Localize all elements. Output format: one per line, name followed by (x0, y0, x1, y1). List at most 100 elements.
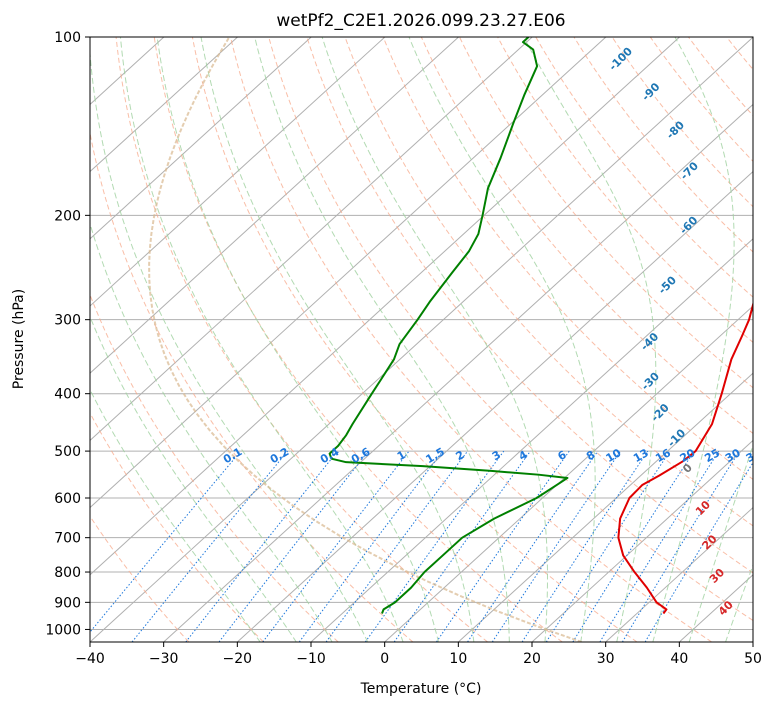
mixing-ratio-label: 4 (517, 448, 530, 463)
dry-adiabat-line (420, 37, 753, 434)
y-tick-label: 900 (54, 595, 81, 611)
y-tick-label: 800 (54, 565, 81, 581)
mixing-ratio-line (131, 450, 289, 642)
moist-adiabat-line (200, 37, 475, 642)
y-tick-label: 400 (54, 387, 81, 403)
dry-adiabat-label: -80 (664, 118, 687, 141)
dry-adiabat-label: -50 (656, 273, 679, 296)
dewpoint-line (328, 37, 569, 614)
y-tick-label: 700 (54, 531, 81, 547)
isotherm-line (752, 641, 753, 642)
dry-adiabat-label: -90 (639, 80, 662, 103)
x-tick-label: −30 (149, 651, 179, 667)
dry-adiabat-line (230, 37, 712, 642)
profile-series (328, 37, 753, 615)
mixing-ratio-line (599, 450, 720, 642)
dry-adiabat-line (90, 293, 339, 642)
dry-adiabat-line (382, 37, 753, 481)
x-tick-label: −20 (223, 651, 253, 667)
dry-adiabat-label: -20 (649, 401, 672, 424)
plot-frame (89, 36, 754, 643)
dry-adiabat-line (344, 37, 753, 527)
dry-adiabat-line (688, 37, 753, 117)
isotherm-line (90, 37, 753, 642)
moist-adiabat-line (688, 443, 753, 642)
moist-adiabat-line (408, 37, 596, 642)
dry-adiabat-label: -70 (678, 159, 701, 182)
isotherm-line (90, 37, 680, 576)
mixing-ratio-label: 1.5 (424, 445, 447, 466)
isotherm-line (90, 37, 238, 173)
y-axis-ticks: 100 200 300 400 500 600 700 800 900 1000 (45, 30, 90, 638)
mixing-ratio-line (436, 450, 570, 642)
lcl-reference-curve (148, 37, 582, 642)
moist-adiabat-line (321, 37, 548, 642)
line-labels: 0.1 0.2 0.4 0.6 1 1.5 2 3 4 6 8 10 13 16 20 25 30 36-100-… (221, 44, 753, 618)
moist-adiabat-line (254, 37, 510, 642)
y-tick-label: 500 (54, 444, 81, 460)
mixing-ratio-line (572, 450, 695, 642)
dry-adiabat-label: 40 (716, 598, 736, 618)
y-tick-label: 1000 (45, 622, 81, 638)
mixing-ratio-line (185, 450, 339, 642)
mixing-ratio-label: 13 (631, 446, 651, 465)
moist-adiabat-line (90, 315, 297, 642)
y-tick-label: 300 (54, 313, 81, 329)
isobar-gridlines (90, 37, 753, 630)
dry-adiabat-line (268, 37, 753, 622)
dry-adiabat-line (535, 37, 753, 298)
isotherm-line (531, 439, 753, 642)
mixing-ratio-line (521, 450, 649, 642)
dry-adiabats (90, 37, 775, 642)
x-axis-ticks: −40 −30 −20 −10 0 10 20 30 40 50 (75, 642, 762, 667)
mixing-ratio-label: 0.2 (268, 445, 291, 466)
dry-adiabat-label: -40 (638, 330, 661, 353)
x-tick-label: 0 (380, 651, 389, 667)
isotherm-line (90, 37, 312, 240)
mixing-ratio-label: 0.4 (318, 445, 342, 466)
moist-adiabat-line (119, 37, 404, 642)
mixing-ratio-label: 30 (723, 446, 743, 465)
mixing-ratio-line (545, 450, 671, 642)
mixing-ratio-line (262, 450, 410, 642)
x-tick-label: 40 (670, 651, 688, 667)
mixing-ratio-line (621, 450, 740, 642)
mixing-ratio-line (90, 450, 242, 633)
mixing-ratio-line (491, 450, 621, 642)
isotherm-line (90, 37, 533, 442)
moist-adiabat-line (523, 37, 657, 642)
dry-adiabat-label: 20 (700, 532, 720, 552)
chart-title: wetPf2_C2E1.2026.099.23.27.E06 (276, 11, 565, 31)
mixing-ratio-line (467, 450, 599, 642)
moist-adiabats (90, 37, 753, 642)
dry-adiabat-line (459, 37, 753, 389)
mixing-ratio-line (364, 450, 505, 642)
dry-adiabat-line (306, 37, 753, 574)
y-tick-label: 100 (54, 30, 81, 46)
dry-adiabat-label: -60 (677, 214, 700, 237)
lcl-reference-curve (148, 37, 582, 642)
dry-adiabat-label: -10 (665, 426, 688, 449)
isotherm-line (90, 37, 607, 509)
y-tick-label: 200 (54, 208, 81, 224)
isotherm-line (163, 103, 753, 642)
dry-adiabat-line (611, 37, 753, 208)
isotherm-line (90, 37, 386, 307)
dry-adiabat-line (90, 130, 414, 642)
dry-adiabat-line (90, 515, 190, 642)
x-tick-label: 50 (744, 651, 762, 667)
dry-adiabat-line (726, 37, 753, 71)
y-axis-label: Pressure (hPa) (11, 289, 27, 389)
moist-adiabat-line (90, 221, 333, 642)
dry-adiabat-line (90, 411, 264, 642)
x-tick-label: −40 (75, 651, 105, 667)
dry-adiabat-line (115, 37, 488, 642)
dry-adiabat-line (497, 37, 753, 343)
x-tick-label: 10 (449, 651, 467, 667)
moist-adiabat-line (156, 37, 439, 642)
x-tick-label: 30 (597, 651, 615, 667)
x-axis-label: Temperature (°C) (360, 681, 482, 697)
isotherm-line (90, 37, 459, 374)
dry-adiabat-line (765, 37, 775, 642)
